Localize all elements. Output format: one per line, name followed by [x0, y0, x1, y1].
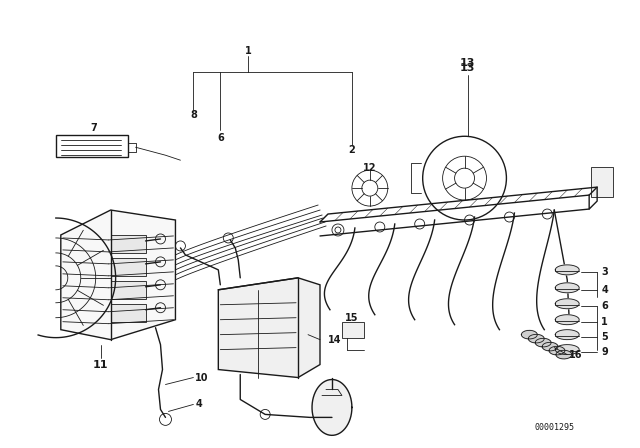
- Polygon shape: [549, 346, 565, 355]
- Text: 5: 5: [601, 332, 608, 342]
- Text: 16: 16: [569, 349, 583, 360]
- Polygon shape: [556, 265, 579, 275]
- Text: 2: 2: [349, 145, 355, 155]
- Polygon shape: [556, 283, 579, 293]
- Text: 8: 8: [190, 110, 197, 121]
- Polygon shape: [522, 330, 537, 339]
- Text: 1: 1: [601, 317, 608, 327]
- Text: 15: 15: [345, 313, 358, 323]
- Bar: [111, 304, 145, 322]
- Bar: [111, 281, 145, 299]
- Polygon shape: [218, 278, 320, 378]
- Polygon shape: [556, 345, 579, 354]
- Text: 10: 10: [195, 373, 209, 383]
- Polygon shape: [556, 330, 579, 340]
- Text: 9: 9: [601, 347, 608, 357]
- Polygon shape: [61, 210, 175, 340]
- Text: 12: 12: [363, 163, 376, 173]
- Polygon shape: [556, 350, 572, 359]
- Text: 13: 13: [460, 64, 476, 73]
- Text: 4: 4: [601, 285, 608, 295]
- Bar: [111, 258, 145, 276]
- Polygon shape: [556, 299, 579, 309]
- Polygon shape: [528, 334, 544, 343]
- Text: 1: 1: [245, 46, 252, 56]
- Polygon shape: [542, 342, 558, 351]
- Polygon shape: [556, 315, 579, 325]
- Polygon shape: [312, 379, 352, 435]
- Text: 3: 3: [601, 267, 608, 277]
- Text: 6: 6: [601, 301, 608, 311]
- Text: 6: 6: [217, 133, 224, 143]
- Text: 4: 4: [195, 400, 202, 409]
- Text: 00001295: 00001295: [534, 423, 574, 432]
- Polygon shape: [535, 338, 551, 347]
- Bar: [111, 235, 145, 253]
- Text: 7: 7: [90, 123, 97, 134]
- Bar: [342, 322, 364, 338]
- Bar: [56, 135, 127, 157]
- Bar: [591, 167, 613, 197]
- Text: 14: 14: [328, 335, 342, 345]
- Text: 11: 11: [93, 360, 108, 370]
- Text: 13: 13: [460, 57, 476, 68]
